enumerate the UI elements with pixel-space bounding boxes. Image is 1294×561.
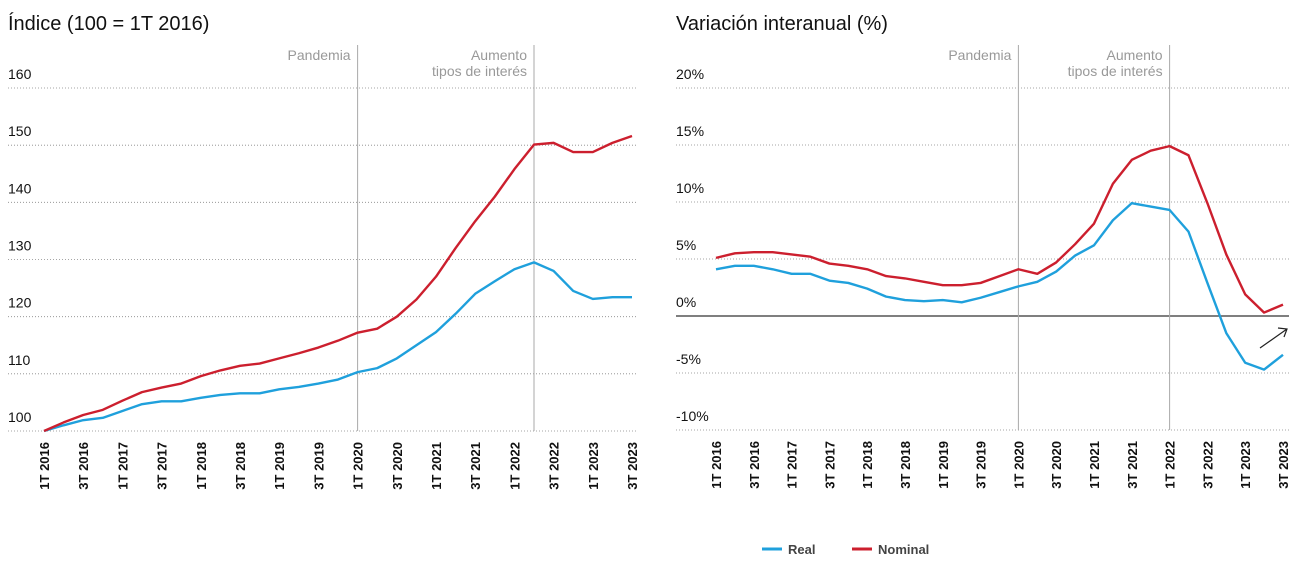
x-tick-label: 1T 2018 [194, 442, 209, 490]
x-tick-label: 3T 2017 [155, 442, 170, 490]
annotation: tipos de interés [1068, 63, 1163, 79]
y-tick-label: 100 [8, 409, 32, 425]
x-tick-label: 1T 2022 [1163, 441, 1178, 489]
legend-label: Nominal [878, 542, 929, 557]
y-tick-label: 160 [8, 66, 32, 82]
chart-title: Índice (100 = 1T 2016) [8, 12, 209, 35]
annotation: Aumento [1107, 47, 1163, 63]
x-tick-label: 3T 2016 [747, 441, 762, 489]
annotation: Pandemia [948, 47, 1011, 63]
x-tick-label: 3T 2020 [1049, 441, 1064, 489]
y-tick-label: 15% [676, 123, 704, 139]
x-tick-label: 1T 2021 [429, 442, 444, 490]
legend-label: Real [788, 542, 815, 557]
y-tick-label: -10% [676, 408, 709, 424]
y-tick-label: 120 [8, 295, 32, 311]
x-tick-label: 3T 2020 [390, 442, 405, 490]
y-tick-label: 110 [8, 352, 31, 368]
y-tick-label: -5% [676, 351, 701, 367]
x-tick-label: 3T 2021 [468, 442, 483, 490]
y-tick-label: 0% [676, 294, 696, 310]
data-line [43, 134, 633, 433]
x-tick-label: 1T 2021 [1087, 441, 1102, 489]
annotation: Aumento [471, 47, 527, 63]
y-tick-label: 130 [8, 238, 32, 254]
x-tick-label: 3T 2023 [1276, 441, 1291, 489]
x-tick-label: 1T 2022 [507, 442, 522, 490]
x-tick-label: 3T 2019 [311, 442, 326, 490]
data-line [43, 261, 632, 433]
x-tick-label: 3T 2022 [547, 442, 562, 490]
y-tick-label: 140 [8, 180, 32, 196]
data-line [715, 144, 1284, 314]
x-tick-label: 1T 2023 [586, 442, 601, 490]
x-tick-label: 1T 2018 [860, 441, 875, 489]
x-tick-label: 3T 2022 [1200, 441, 1215, 489]
x-tick-label: 1T 2019 [936, 441, 951, 489]
annotation: tipos de interés [432, 63, 527, 79]
y-tick-label: 20% [676, 66, 704, 82]
chart-title: Variación interanual (%) [676, 13, 888, 35]
x-tick-label: 1T 2017 [785, 441, 800, 489]
x-tick-label: 3T 2018 [898, 441, 913, 489]
annotation: Pandemia [288, 47, 351, 63]
x-tick-label: 1T 2019 [272, 442, 287, 490]
y-tick-label: 150 [8, 123, 32, 139]
x-tick-label: 1T 2016 [709, 441, 724, 489]
y-tick-label: 10% [676, 180, 704, 196]
x-tick-label: 1T 2023 [1238, 441, 1253, 489]
x-tick-label: 3T 2018 [233, 442, 248, 490]
x-tick-label: 1T 2016 [37, 442, 52, 490]
data-line [715, 201, 1284, 371]
x-tick-label: 3T 2017 [822, 441, 837, 489]
trend-arrow [1259, 327, 1288, 349]
x-tick-label: 3T 2019 [974, 441, 989, 489]
x-tick-label: 3T 2021 [1125, 441, 1140, 489]
x-tick-label: 1T 2020 [1011, 441, 1026, 489]
y-tick-label: 5% [676, 237, 696, 253]
x-tick-label: 3T 2016 [76, 442, 91, 490]
x-tick-label: 1T 2017 [115, 442, 130, 490]
x-tick-label: 3T 2023 [625, 442, 640, 490]
x-tick-label: 1T 2020 [351, 442, 366, 490]
